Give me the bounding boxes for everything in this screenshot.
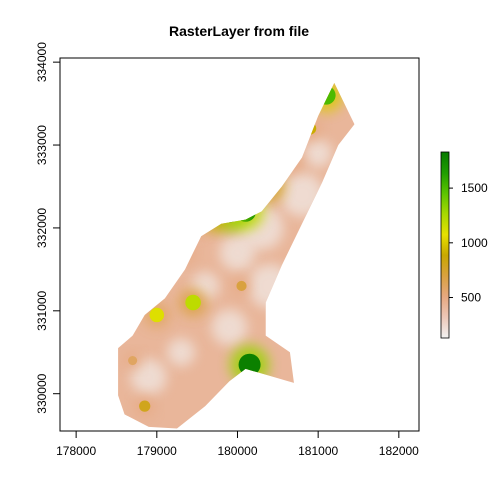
raster-low-patch [130, 359, 167, 396]
raster-hotspot [149, 307, 165, 323]
raster-hotspot [204, 206, 223, 225]
colorbar-gradient [440, 151, 450, 339]
y-tick-label: 331000 [35, 290, 49, 330]
x-tick-label: 179000 [137, 444, 177, 458]
raster-low-patch [167, 338, 196, 367]
raster-hotspot-glow [174, 242, 196, 263]
raster-hotspot [190, 217, 204, 231]
raster-hotspot [283, 154, 297, 169]
raster-hotspot-glow [277, 149, 302, 174]
chart-title: RasterLayer from file [169, 23, 309, 39]
raster-hotspot [179, 247, 191, 259]
raster-hotspot [316, 85, 336, 105]
y-tick-label: 333000 [35, 125, 49, 165]
raster-hotspot-glow [185, 211, 210, 236]
colorbar-tick-label: 1500 [461, 181, 488, 195]
x-axis: 178000 179000 180000 181000 182000 [56, 430, 419, 458]
raster-hotspot [185, 294, 201, 311]
raster-hotspot-glow [209, 191, 250, 232]
raster-low-patch [280, 172, 325, 217]
colorbar-ticks: 500 1000 1500 [449, 181, 488, 305]
raster-low-patch [211, 309, 248, 346]
raster-hotspot-glow [197, 199, 230, 232]
raster-hotspot-glow [299, 117, 322, 140]
raster-hotspot [139, 400, 151, 412]
x-tick-label: 180000 [217, 444, 257, 458]
y-tick-label: 334000 [35, 42, 49, 82]
raster-low-patch [304, 139, 333, 168]
raster-hotspot [303, 122, 317, 135]
raster-hotspot [238, 353, 261, 376]
y-tick-label: 330000 [35, 373, 49, 413]
raster-hotspot [261, 178, 279, 195]
raster-image [118, 82, 355, 429]
x-tick-label: 182000 [379, 444, 419, 458]
y-axis: 330000 331000 332000 333000 334000 [35, 42, 61, 414]
raster-hotspot [235, 200, 257, 222]
x-tick-label: 181000 [298, 444, 338, 458]
raster-low-patch [247, 263, 292, 308]
raster-hotspot [218, 200, 241, 223]
y-tick-label: 332000 [35, 208, 49, 248]
colorbar-tick-label: 500 [461, 291, 481, 305]
raster-hotspot-glow [254, 171, 285, 202]
x-tick-label: 178000 [56, 444, 96, 458]
colorbar-tick-label: 1000 [461, 236, 488, 250]
raster-low-patch [150, 247, 179, 276]
colorbar: 500 1000 1500 [440, 151, 488, 339]
raster-hotspot [236, 280, 247, 292]
raster-hotspot-glow [309, 82, 344, 113]
raster-hotspot [128, 356, 138, 366]
